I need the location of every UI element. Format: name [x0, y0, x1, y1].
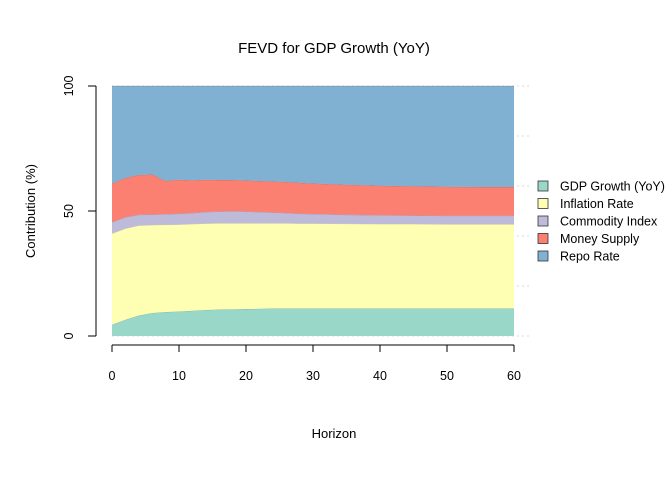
legend: GDP Growth (YoY) Inflation Rate Commodity … [537, 180, 665, 264]
y-axis-label: Contribution (%) [23, 164, 38, 258]
legend-label-inflation-rate: Inflation Rate [560, 197, 634, 211]
x-tick-label: 50 [440, 369, 454, 383]
x-tick-label: 40 [373, 369, 387, 383]
legend-label-money-supply: Money Supply [560, 232, 640, 246]
x-tick-label: 60 [507, 369, 521, 383]
x-tick-label: 10 [172, 369, 186, 383]
x-tick-label: 0 [109, 369, 116, 383]
y-tick-label: 0 [62, 332, 76, 339]
y-ticks: 0 50 100 [62, 76, 96, 339]
x-axis-label: Horizon [312, 426, 357, 441]
area-money-supply [112, 174, 514, 223]
x-ticks: 0 10 20 30 40 50 60 [109, 345, 521, 383]
legend-swatch-commodity-index [537, 215, 549, 227]
x-tick-label: 20 [239, 369, 253, 383]
area-commodity-index [112, 211, 514, 234]
x-tick-label: 30 [306, 369, 320, 383]
legend-swatch-gdp-growth-yoy [537, 180, 549, 192]
legend-swatch-money-supply [537, 233, 549, 244]
chart-title: FEVD for GDP Growth (YoY) [238, 40, 430, 57]
y-tick-label: 50 [62, 204, 76, 218]
legend-swatch-repo-rate [537, 250, 549, 262]
legend-label-gdp-growth-yoy: GDP Growth (YoY) [560, 180, 665, 194]
area-gdp-growth-yoy [112, 308, 514, 336]
stacked-areas [111, 85, 514, 336]
y-tick-label: 100 [62, 76, 76, 97]
legend-swatch-inflation-rate [537, 198, 549, 209]
area-inflation-rate [112, 223, 514, 325]
legend-label-repo-rate: Repo Rate [560, 250, 620, 264]
legend-label-commodity-index: Commodity Index [560, 215, 658, 229]
area-repo-rate [112, 86, 514, 187]
